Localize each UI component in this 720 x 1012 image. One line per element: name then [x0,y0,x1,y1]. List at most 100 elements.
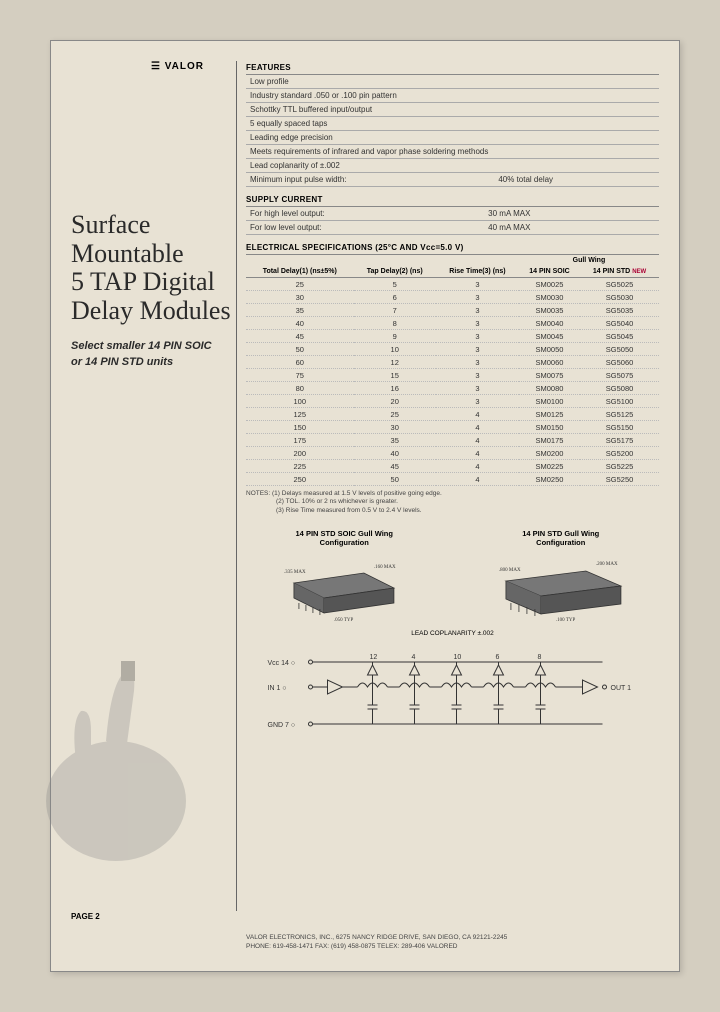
spec-cell: 3 [436,278,519,291]
col-soic: 14 PIN SOIC [519,266,580,278]
spec-cell: 20 [354,395,436,408]
spec-cell: 4 [436,460,519,473]
feature-row: 5 equally spaced taps [246,117,659,131]
feature-label: Low profile [246,75,659,89]
hand-illustration [11,601,221,881]
spec-cell: 45 [354,460,436,473]
spec-row: 3063SM0030SG5030 [246,291,659,304]
feature-label: Minimum input pulse width: [246,173,458,187]
brand-logo: ☰ VALOR [151,61,204,72]
spec-cell: 10 [354,343,436,356]
spec-cell: SG5050 [580,343,659,356]
spec-cell: SG5025 [580,278,659,291]
spec-cell: SG5100 [580,395,659,408]
feature-label: 5 equally spaced taps [246,117,659,131]
spec-cell: SM0125 [519,408,580,421]
out-label: OUT 1 [611,685,632,692]
spec-cell: 3 [436,369,519,382]
spec-cell: SM0035 [519,304,580,317]
svg-text:4: 4 [412,654,416,661]
spec-cell: 250 [246,473,354,486]
spec-row: 2553SM0025SG5025 [246,278,659,291]
spec-cell: 25 [246,278,354,291]
spec-cell: 60 [246,356,354,369]
feature-label: Schottky TTL buffered input/output [246,103,659,117]
notes: NOTES: (1) Delays measured at 1.5 V leve… [246,490,659,515]
spec-cell: SM0100 [519,395,580,408]
title-line: 5 TAP Digital [71,268,231,297]
specs-table: Total Delay(1) (ns±5%) Tap Delay(2) (ns)… [246,255,659,486]
footer-line: VALOR ELECTRONICS, INC., 6275 NANCY RIDG… [246,934,659,942]
spec-cell: SG5030 [580,291,659,304]
feature-value: 40% total delay [458,173,659,187]
spec-row: 4593SM0045SG5045 [246,330,659,343]
features-head: FEATURES [246,61,659,75]
spec-cell: SM0075 [519,369,580,382]
spec-cell: 8 [354,317,436,330]
feature-row: Meets requirements of infrared and vapor… [246,145,659,159]
spec-cell: 3 [436,291,519,304]
spec-cell: 3 [436,395,519,408]
note-line: (3) Rise Time measured from 0.5 V to 2.4… [246,507,659,515]
col-delay: Total Delay(1) (ns±5%) [246,255,354,278]
subtitle-line: or 14 PIN STD units [71,355,231,370]
feature-label: Leading edge precision [246,131,659,145]
feature-row: Low profile [246,75,659,89]
svg-text:8: 8 [538,654,542,661]
spec-cell: 25 [354,408,436,421]
footer: VALOR ELECTRONICS, INC., 6275 NANCY RIDG… [246,934,659,951]
in-label: IN 1 ○ [268,685,287,692]
feature-label: Meets requirements of infrared and vapor… [246,145,659,159]
svg-text:.160 MAX: .160 MAX [374,565,396,570]
pkg-title: 14 PIN STD SOIC Gull Wing Configuration [251,529,437,547]
spec-cell: 50 [246,343,354,356]
spec-cell: SM0080 [519,382,580,395]
spec-cell: 30 [246,291,354,304]
page-title: Surface Mountable 5 TAP Digital Delay Mo… [71,211,231,325]
spec-cell: SG5045 [580,330,659,343]
spec-cell: 150 [246,421,354,434]
title-line: Mountable [71,240,231,269]
pkg-svg: .800 MAX .200 MAX .100 TYP [468,553,654,623]
spec-row: 225454SM0225SG5225 [246,460,659,473]
page-number: PAGE 2 [71,912,100,921]
title-line: Delay Modules [71,297,231,326]
supply-label: For low level output: [246,221,448,235]
feature-row: Minimum input pulse width:40% total dela… [246,173,659,187]
supply-head: SUPPLY CURRENT [246,193,659,207]
note-line: NOTES: (1) Delays measured at 1.5 V leve… [246,490,659,498]
spec-cell: 50 [354,473,436,486]
spec-cell: 3 [436,330,519,343]
spec-row: 250504SM0250SG5250 [246,473,659,486]
package-diagrams: 14 PIN STD SOIC Gull Wing Configuration … [246,529,659,628]
spec-cell: 15 [354,369,436,382]
spec-row: 150304SM0150SG5150 [246,421,659,434]
col-tap: Tap Delay(2) (ns) [354,255,436,278]
spec-cell: SG5035 [580,304,659,317]
spec-cell: 4 [436,408,519,421]
spec-cell: 175 [246,434,354,447]
sidebar: Surface Mountable 5 TAP Digital Delay Mo… [71,211,231,370]
spec-row: 200404SM0200SG5200 [246,447,659,460]
spec-cell: SM0175 [519,434,580,447]
supply-row: For high level output:30 mA MAX [246,207,659,221]
spec-row: 125254SM0125SG5125 [246,408,659,421]
svg-text:12: 12 [370,654,378,661]
svg-text:10: 10 [454,654,462,661]
svg-text:.050 TYP: .050 TYP [334,618,354,623]
supply-value: 30 mA MAX [448,207,659,221]
spec-cell: 80 [246,382,354,395]
spec-cell: SG5200 [580,447,659,460]
spec-cell: 35 [246,304,354,317]
spec-cell: 35 [354,434,436,447]
feature-row: Leading edge precision [246,131,659,145]
spec-cell: SG5075 [580,369,659,382]
spec-cell: SM0200 [519,447,580,460]
spec-cell: SG5125 [580,408,659,421]
footer-line: PHONE: 619-458-1471 FAX: (619) 458-0875 … [246,943,659,951]
spec-cell: SM0040 [519,317,580,330]
feature-row: Schottky TTL buffered input/output [246,103,659,117]
main-content: FEATURES Low profileIndustry standard .0… [246,61,659,752]
spec-row: 60123SM0060SG5060 [246,356,659,369]
spec-cell: SM0030 [519,291,580,304]
